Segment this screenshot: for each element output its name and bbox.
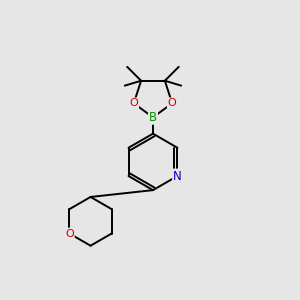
Text: N: N [173,169,182,182]
Text: O: O [129,98,138,108]
Text: O: O [65,229,74,238]
Text: O: O [168,98,177,108]
Text: B: B [149,111,157,124]
